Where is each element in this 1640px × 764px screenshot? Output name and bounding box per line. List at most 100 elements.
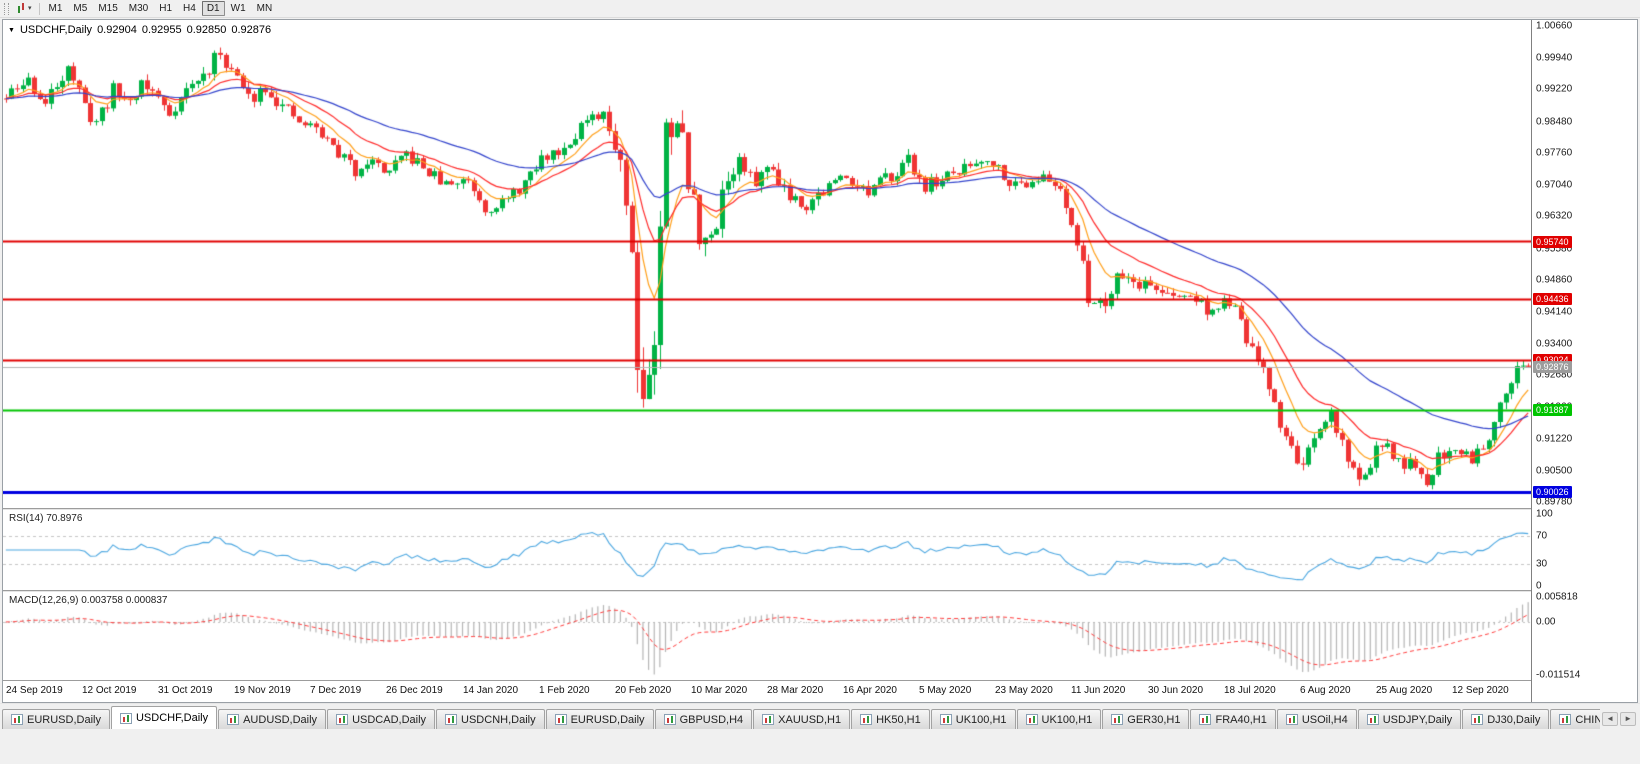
main-chart-canvas[interactable] — [3, 20, 1531, 508]
price-axis-label: 0.89780 — [1536, 496, 1573, 508]
timeframe-buttons: M1 M5 M15 M30 H1 H4 D1 W1 MN — [44, 1, 278, 16]
rsi-axis-label: 30 — [1536, 558, 1548, 570]
date-label: 5 May 2020 — [919, 685, 972, 696]
mini-chart-icon — [1285, 714, 1298, 725]
mini-chart-icon — [227, 714, 240, 725]
quote-high: 0.92955 — [141, 24, 182, 36]
footer — [0, 729, 1640, 764]
timeframe-button-d1[interactable]: D1 — [201, 1, 225, 16]
chart-tab-label: HK50,H1 — [876, 713, 921, 726]
toolbar-drag-handle[interactable] — [4, 2, 9, 15]
chart-tab-dj30-daily[interactable]: DJ30,Daily — [1462, 709, 1550, 729]
chart-tab-uk100-h1[interactable]: UK100,H1 — [930, 709, 1016, 729]
date-label: 20 Feb 2020 — [615, 685, 672, 696]
chart-tab-label: USDCNH,Daily — [461, 713, 536, 726]
chart-tab-usdchf-daily[interactable]: USDCHF,Daily — [110, 706, 218, 729]
mini-chart-icon — [1366, 714, 1379, 725]
rsi-canvas[interactable] — [3, 510, 1531, 590]
mini-chart-icon — [119, 712, 132, 724]
date-label: 25 Aug 2020 — [1376, 685, 1433, 696]
macd-axis-label: 0.005818 — [1536, 591, 1578, 603]
chart-tab-usdjpy-daily[interactable]: USDJPY,Daily — [1357, 709, 1462, 729]
tab-scroll-right-button[interactable]: ► — [1620, 712, 1636, 726]
mini-chart-icon — [1111, 714, 1124, 725]
tab-scroll-left-button[interactable]: ◄ — [1602, 712, 1619, 726]
chart-tab-uk100-h1[interactable]: UK100,H1 — [1016, 709, 1102, 729]
date-axis: 24 Sep 2019 12 Oct 2019 31 Oct 2019 19 Nov … — [3, 681, 1531, 702]
chart-tab-label: EURUSD,Daily — [570, 713, 645, 726]
date-label: 14 Jan 2020 — [463, 685, 519, 696]
chevron-down-icon: ▾ — [28, 5, 32, 12]
chart-tab-label: FRA40,H1 — [1215, 713, 1267, 726]
hline-price-tag: 0.94436 — [1533, 292, 1572, 305]
mini-chart-icon — [336, 714, 349, 725]
chart-tab-label: UK100,H1 — [1041, 713, 1093, 726]
price-axis-label: 0.92680 — [1536, 369, 1573, 381]
mini-chart-icon — [663, 714, 676, 725]
price-axis-label: 0.99940 — [1536, 52, 1573, 64]
date-label: 10 Mar 2020 — [691, 685, 748, 696]
date-label: 23 May 2020 — [995, 685, 1053, 696]
mini-chart-icon — [1471, 714, 1484, 725]
chart-tab-label: CHINA300,H1 — [1575, 713, 1601, 726]
timeframe-button-m5[interactable]: M5 — [73, 3, 88, 14]
chart-tab-gbpusd-h4[interactable]: GBPUSD,H4 — [654, 709, 753, 729]
chart-tab-eurusd-daily[interactable]: EURUSD,Daily — [545, 709, 654, 729]
rsi-panel-separator[interactable] — [3, 508, 1637, 510]
date-label: 28 Mar 2020 — [767, 685, 824, 696]
chart-tab-fra40-h1[interactable]: FRA40,H1 — [1190, 709, 1276, 729]
timeframe-button-w1[interactable]: W1 — [230, 3, 246, 14]
tab-row: EURUSD,Daily USDCHF,Daily AUDUSD,Daily USDC… — [0, 703, 1640, 729]
price-axis-label: 0.95580 — [1536, 243, 1573, 254]
quote-open: 0.92904 — [97, 24, 137, 36]
macd-axis-label: 0.00 — [1536, 616, 1556, 628]
quote-low: 0.92850 — [186, 24, 227, 36]
chart-tab-usdcad-daily[interactable]: USDCAD,Daily — [327, 709, 436, 729]
date-label: 30 Jun 2020 — [1148, 685, 1204, 696]
chart-type-button[interactable]: ▾ — [13, 1, 35, 16]
date-label: 1 Feb 2020 — [539, 685, 590, 696]
macd-label: MACD(12,26,9) 0.003758 0.000837 — [9, 595, 168, 606]
timeframe-button-m1[interactable]: M1 — [48, 3, 63, 14]
chart-tab-label: GER30,H1 — [1127, 713, 1181, 726]
chart-tab-label: USDJPY,Daily — [1382, 713, 1453, 726]
chart-tab-eurusd-daily[interactable]: EURUSD,Daily — [2, 709, 110, 729]
hline-price-tag: 0.95740 — [1533, 235, 1572, 248]
chart-tab-china300-h1[interactable]: CHINA300,H1 — [1550, 709, 1601, 729]
chart-tab-xauusd-h1[interactable]: XAUUSD,H1 — [753, 709, 851, 729]
mini-chart-icon — [1559, 714, 1572, 725]
macd-canvas[interactable] — [3, 592, 1531, 680]
rsi-label: RSI(14) 70.8976 — [9, 513, 83, 524]
price-axis-label: 0.99220 — [1536, 83, 1573, 95]
chart-tab-ger30-h1[interactable]: GER30,H1 — [1102, 709, 1190, 729]
timeframe-button-m15[interactable]: M15 — [98, 3, 118, 14]
mini-chart-icon — [445, 714, 458, 725]
macd-axis-label: -0.011514 — [1536, 669, 1581, 681]
date-label: 11 Jun 2020 — [1071, 685, 1126, 696]
timeframe-button-h1[interactable]: H1 — [159, 3, 173, 14]
quote-symbol: USDCHF,Daily — [19, 24, 93, 36]
price-axis-label: 1.00660 — [1536, 20, 1573, 32]
chart-tab-usdcnh-daily[interactable]: USDCNH,Daily — [436, 709, 545, 729]
chart-tab-usoil-h4[interactable]: USOil,H4 — [1276, 709, 1357, 729]
tab-bar: EURUSD,Daily USDCHF,Daily AUDUSD,Daily USDC… — [2, 706, 1601, 729]
quote-header: ▼ USDCHF,Daily 0.92904 0.92955 0.92850 0… — [8, 24, 271, 36]
timeframe-button-mn[interactable]: MN — [256, 3, 273, 14]
candlestick-chart-icon — [16, 3, 27, 14]
chart-tab-label: USOil,H4 — [1301, 713, 1348, 726]
timeframe-button-m30[interactable]: M30 — [128, 3, 149, 14]
rsi-axis-label: 100 — [1536, 508, 1553, 520]
timeframe-button-h4[interactable]: H4 — [183, 3, 196, 14]
hline-price-tag: 0.91887 — [1533, 404, 1572, 417]
rsi-axis-label: 0 — [1536, 580, 1542, 592]
chart-tab-hk50-h1[interactable]: HK50,H1 — [851, 709, 930, 729]
date-label: 12 Sep 2020 — [1452, 685, 1509, 696]
price-axis-label: 0.98480 — [1536, 116, 1573, 127]
chart-tab-audusd-daily[interactable]: AUDUSD,Daily — [218, 709, 327, 729]
price-axis-label: 0.97040 — [1536, 179, 1573, 191]
mini-chart-icon — [1199, 714, 1212, 725]
chart-tab-label: GBPUSD,H4 — [679, 713, 744, 726]
rsi-axis-label: 70 — [1536, 530, 1548, 542]
macd-panel-separator[interactable] — [3, 590, 1637, 592]
